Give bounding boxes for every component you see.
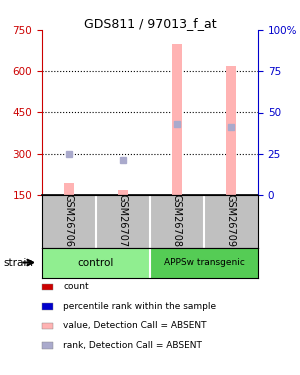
Bar	[42, 248, 150, 278]
Bar	[150, 248, 258, 278]
Text: percentile rank within the sample: percentile rank within the sample	[63, 302, 216, 311]
Text: GSM26708: GSM26708	[172, 194, 182, 247]
Bar	[118, 189, 128, 195]
Text: APPSw transgenic: APPSw transgenic	[164, 258, 244, 267]
Text: GSM26709: GSM26709	[226, 194, 236, 247]
Text: value, Detection Call = ABSENT: value, Detection Call = ABSENT	[63, 321, 206, 330]
Bar	[226, 66, 236, 195]
Text: GDS811 / 97013_f_at: GDS811 / 97013_f_at	[84, 17, 216, 30]
Bar	[172, 44, 182, 195]
Text: GSM26707: GSM26707	[118, 194, 128, 247]
Text: control: control	[78, 258, 114, 267]
Text: strain: strain	[3, 258, 33, 267]
Bar	[64, 183, 74, 195]
Text: GSM26706: GSM26706	[64, 194, 74, 247]
Text: rank, Detection Call = ABSENT: rank, Detection Call = ABSENT	[63, 341, 202, 350]
Text: count: count	[63, 282, 88, 291]
